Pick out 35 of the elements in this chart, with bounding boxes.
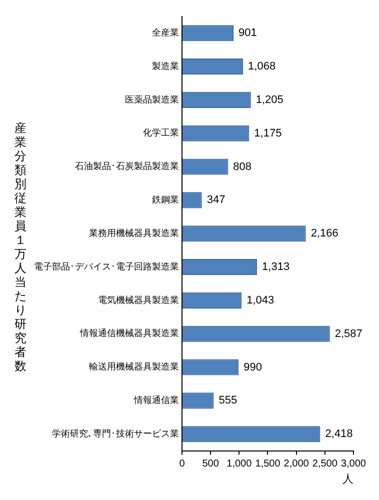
data-label: 2,587 xyxy=(334,328,362,340)
y-tick-label: 輸送用機械器具製造業 xyxy=(89,362,179,373)
data-label: 1,068 xyxy=(248,60,276,73)
data-label: 901 xyxy=(238,27,257,40)
y-tick-label: 情報通信業 xyxy=(133,395,179,406)
x-tick-label: 1,000 xyxy=(226,458,252,470)
x-tick-label: 3,000 xyxy=(340,458,366,470)
y-tick-label: 化学工業 xyxy=(143,128,179,139)
x-tick-label: 500 xyxy=(202,458,220,470)
data-label: 2,418 xyxy=(325,428,353,440)
data-label: 555 xyxy=(218,394,238,407)
data-label: 1,175 xyxy=(254,127,282,140)
x-tick-label: 2,000 xyxy=(284,458,310,470)
y-tick-label: 石油製品･石炭製品製造業 xyxy=(75,161,179,172)
text: 産業分類別従業員１万人当たり研究者数 xyxy=(14,121,26,373)
y-tick-label: 業務用機械器具製造業 xyxy=(89,228,179,239)
x-tick-label: 0 xyxy=(179,458,186,470)
x-tick-label: 2,500 xyxy=(312,458,338,470)
data-label: 1,043 xyxy=(246,294,274,306)
data-label: 1,205 xyxy=(256,94,284,106)
y-tick-label: 情報通信機械器具製造業 xyxy=(79,328,179,340)
y-tick-label: 学術研究､専門･技術サービス業 xyxy=(52,428,179,440)
data-label: 990 xyxy=(244,361,262,374)
y-tick-label: 製造業 xyxy=(152,60,179,72)
y-tick-label: 全産業 xyxy=(152,27,179,38)
y-tick-label: 鉄鋼業 xyxy=(152,194,179,206)
data-label: 347 xyxy=(206,194,226,206)
data-label: 808 xyxy=(233,160,252,173)
data-label: 2,166 xyxy=(310,228,338,240)
y-tick-label: 電気機械器具製造業 xyxy=(98,294,179,306)
x-tick-label: 1,500 xyxy=(255,458,281,470)
data-label: 1,313 xyxy=(262,261,290,274)
y-tick-label: 医薬品製造業 xyxy=(125,94,179,106)
x-axis-title: 人 xyxy=(342,473,354,486)
y-tick-label: 電子部品･デバイス･電子回路製造業 xyxy=(34,261,179,272)
